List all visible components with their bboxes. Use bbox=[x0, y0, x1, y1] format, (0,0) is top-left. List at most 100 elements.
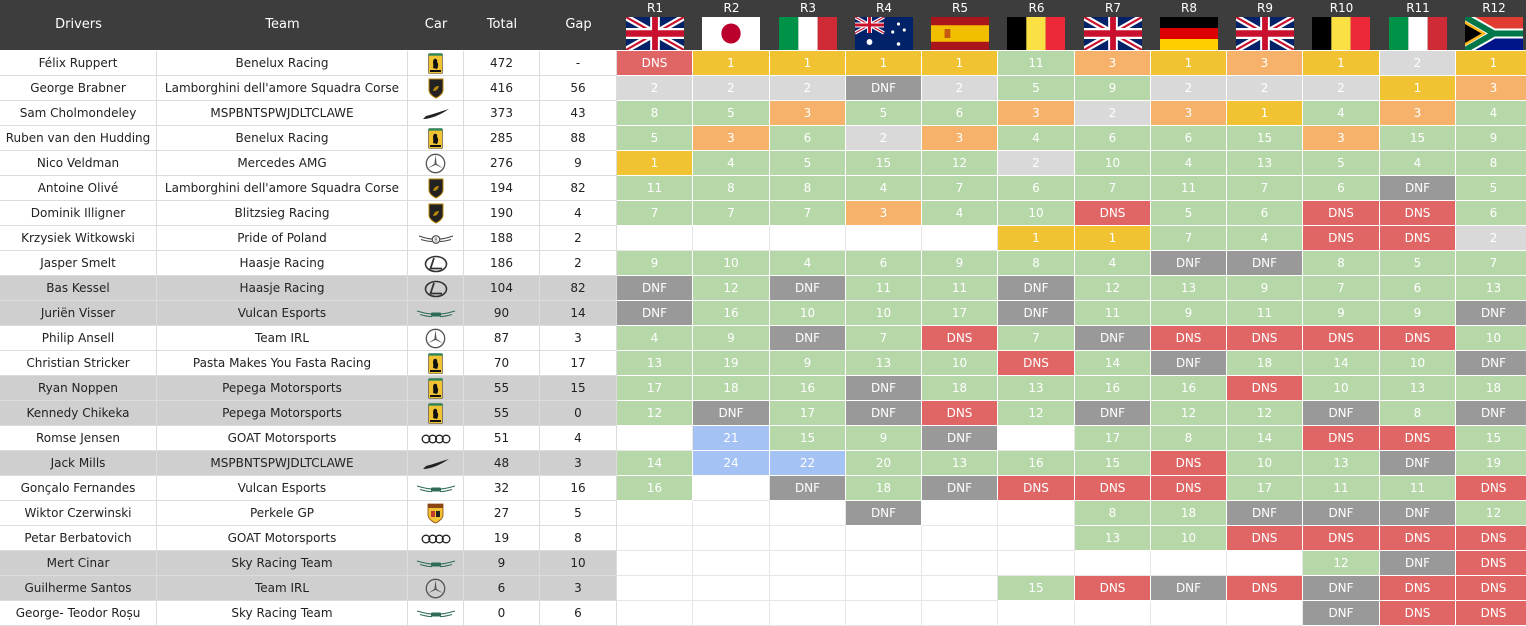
header-round-7[interactable]: R7 bbox=[1075, 0, 1151, 50]
round-label: R1 bbox=[647, 1, 663, 15]
result-cell: DNS bbox=[1380, 601, 1456, 626]
result-cell: 6 bbox=[1075, 126, 1151, 151]
result-cell: 10 bbox=[922, 351, 998, 376]
driver-name-cell[interactable]: Juriën Visser bbox=[0, 301, 157, 326]
header-round-6[interactable]: R6 bbox=[998, 0, 1075, 50]
result-cell: 19 bbox=[693, 351, 770, 376]
header-round-2[interactable]: R2 bbox=[693, 0, 770, 50]
result-cell: 13 bbox=[1380, 376, 1456, 401]
result-cell bbox=[922, 601, 998, 626]
total-points-cell: 55 bbox=[464, 376, 540, 401]
driver-name-cell[interactable]: Ryan Noppen bbox=[0, 376, 157, 401]
driver-name-cell[interactable]: Christian Stricker bbox=[0, 351, 157, 376]
result-cell: 1 bbox=[1456, 51, 1526, 76]
result-cell: 13 bbox=[998, 376, 1075, 401]
driver-name-cell[interactable]: Petar Berbatovich bbox=[0, 526, 157, 551]
result-cell: 2 bbox=[1303, 76, 1380, 101]
gap-cell: 3 bbox=[540, 576, 617, 601]
total-points-cell: 6 bbox=[464, 576, 540, 601]
header-team[interactable]: Team bbox=[157, 0, 408, 50]
result-cell: 6 bbox=[998, 176, 1075, 201]
result-cell: 3 bbox=[1151, 101, 1227, 126]
porsche-logo-icon bbox=[408, 503, 463, 524]
result-cell: 6 bbox=[1227, 201, 1303, 226]
result-cell bbox=[617, 526, 693, 551]
header-total[interactable]: Total bbox=[464, 0, 540, 50]
team-name-cell: MSPBNTSPWJDLTCLAWE bbox=[157, 451, 408, 476]
driver-name-cell[interactable]: Romse Jensen bbox=[0, 426, 157, 451]
result-cell: 16 bbox=[1151, 376, 1227, 401]
result-cell bbox=[770, 601, 846, 626]
driver-name-cell[interactable]: Bas Kessel bbox=[0, 276, 157, 301]
mclaren-logo-icon bbox=[408, 103, 463, 124]
result-cell: 3 bbox=[1380, 101, 1456, 126]
result-cell: 8 bbox=[617, 101, 693, 126]
uk-flag bbox=[1236, 17, 1294, 50]
bentley-logo-icon: B bbox=[408, 228, 463, 249]
driver-name-cell[interactable]: Dominik Illigner bbox=[0, 201, 157, 226]
driver-name-cell[interactable]: Félix Ruppert bbox=[0, 51, 157, 76]
header-round-12[interactable]: R12 bbox=[1456, 0, 1526, 50]
result-cell: 1 bbox=[693, 51, 770, 76]
result-cell: DNS bbox=[1380, 201, 1456, 226]
driver-name-cell[interactable]: Krzysiek Witkowski bbox=[0, 226, 157, 251]
header-round-1[interactable]: R1 bbox=[617, 0, 693, 50]
australia-flag bbox=[855, 17, 913, 50]
header-round-11[interactable]: R11 bbox=[1380, 0, 1456, 50]
driver-name-cell[interactable]: Jack Mills bbox=[0, 451, 157, 476]
gap-cell: 9 bbox=[540, 151, 617, 176]
team-name-cell: Mercedes AMG bbox=[157, 151, 408, 176]
header-gap[interactable]: Gap bbox=[540, 0, 617, 50]
header-round-5[interactable]: R5 bbox=[922, 0, 998, 50]
result-cell: 5 bbox=[770, 151, 846, 176]
total-points-cell: 194 bbox=[464, 176, 540, 201]
driver-name-cell[interactable]: Kennedy Chikeka bbox=[0, 401, 157, 426]
driver-name-cell[interactable]: George Brabner bbox=[0, 76, 157, 101]
result-cell: DNS bbox=[1456, 476, 1526, 501]
result-cell: 10 bbox=[1456, 326, 1526, 351]
car-logo-cell bbox=[408, 126, 464, 151]
result-cell: DNF bbox=[846, 76, 922, 101]
germany-flag bbox=[1160, 17, 1218, 50]
driver-name-cell[interactable]: Antoine Olivé bbox=[0, 176, 157, 201]
driver-name-cell[interactable]: Philip Ansell bbox=[0, 326, 157, 351]
result-cell: DNS bbox=[1380, 526, 1456, 551]
header-drivers[interactable]: Drivers bbox=[0, 0, 157, 50]
driver-name-cell[interactable]: Mert Cinar bbox=[0, 551, 157, 576]
result-cell bbox=[693, 476, 770, 501]
result-cell: DNS bbox=[1227, 526, 1303, 551]
result-cell: DNF bbox=[1456, 301, 1526, 326]
lamborghini-logo-icon bbox=[408, 78, 463, 99]
result-cell: 6 bbox=[1303, 176, 1380, 201]
car-logo-cell: B bbox=[408, 226, 464, 251]
driver-name-cell[interactable]: Nico Veldman bbox=[0, 151, 157, 176]
result-cell bbox=[1227, 551, 1303, 576]
round-label: R4 bbox=[876, 1, 892, 15]
result-cell: 13 bbox=[1303, 451, 1380, 476]
driver-name-cell[interactable]: Sam Cholmondeley bbox=[0, 101, 157, 126]
car-logo-cell bbox=[408, 176, 464, 201]
driver-name-cell[interactable]: George- Teodor Roșu bbox=[0, 601, 157, 626]
driver-name-cell[interactable]: Gonçalo Fernandes bbox=[0, 476, 157, 501]
header-round-3[interactable]: R3 bbox=[770, 0, 846, 50]
result-cell bbox=[846, 226, 922, 251]
driver-name-cell[interactable]: Ruben van den Hudding bbox=[0, 126, 157, 151]
result-cell: DNF bbox=[770, 326, 846, 351]
header-round-10[interactable]: R10 bbox=[1303, 0, 1380, 50]
driver-name-cell[interactable]: Jasper Smelt bbox=[0, 251, 157, 276]
team-name-cell: Haasje Racing bbox=[157, 251, 408, 276]
driver-name-cell[interactable]: Guilherme Santos bbox=[0, 576, 157, 601]
result-cell: 12 bbox=[1227, 401, 1303, 426]
header-car[interactable]: Car bbox=[408, 0, 464, 50]
result-cell: 14 bbox=[1227, 426, 1303, 451]
result-cell: 2 bbox=[998, 151, 1075, 176]
header-round-8[interactable]: R8 bbox=[1151, 0, 1227, 50]
result-cell bbox=[770, 501, 846, 526]
header-round-4[interactable]: R4 bbox=[846, 0, 922, 50]
result-cell: 16 bbox=[770, 376, 846, 401]
car-logo-cell bbox=[408, 376, 464, 401]
driver-name-cell[interactable]: Wiktor Czerwinski bbox=[0, 501, 157, 526]
result-cell: 10 bbox=[693, 251, 770, 276]
header-round-9[interactable]: R9 bbox=[1227, 0, 1303, 50]
result-cell: DNS bbox=[922, 326, 998, 351]
